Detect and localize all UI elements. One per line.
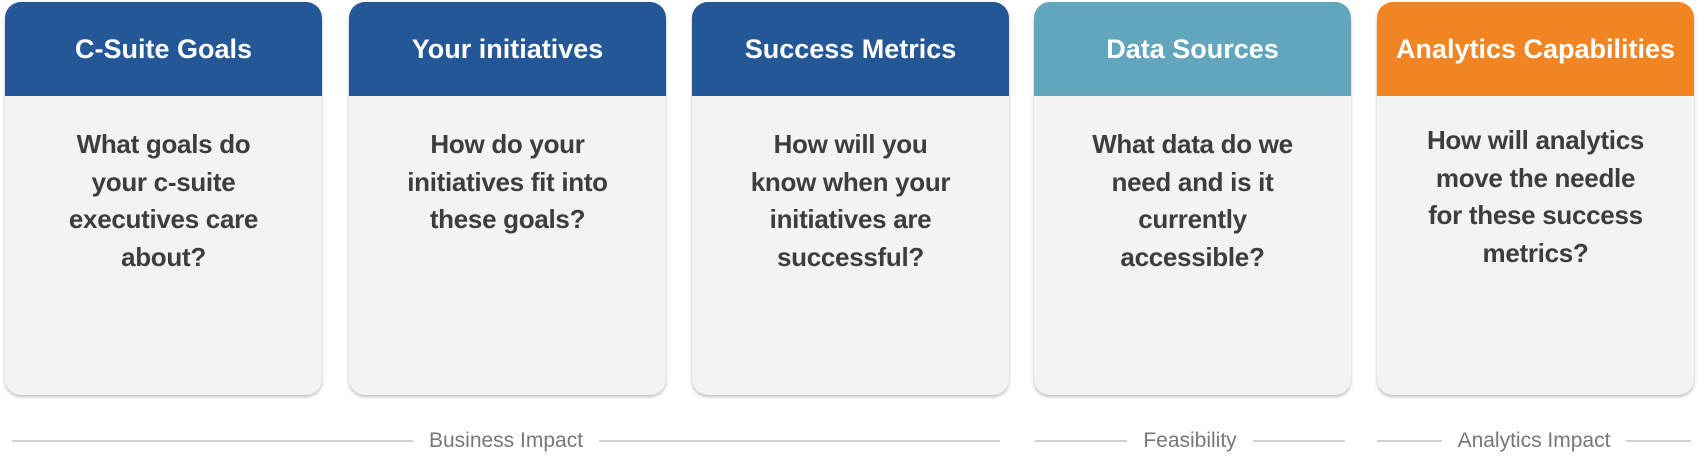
question-line: How will analytics — [1426, 125, 1645, 155]
card-question: What data do we need and is it currently… — [1034, 96, 1351, 276]
card-title: Data Sources — [1106, 34, 1279, 64]
card-analytics-capabilities: Analytics Capabilities How will analytic… — [1377, 2, 1694, 395]
divider-line — [1377, 440, 1442, 442]
question-line: successful? — [777, 241, 924, 272]
divider-line — [599, 440, 1001, 442]
card-title: Success Metrics — [744, 34, 957, 64]
question-line: How do your — [430, 129, 585, 159]
group-label: Business Impact — [428, 429, 584, 452]
question-line: for these success — [1428, 200, 1643, 230]
card-data-sources: Data Sources What data do we need and is… — [1034, 2, 1351, 395]
card-header: C-Suite Goals — [5, 2, 322, 96]
question-line: about? — [121, 241, 206, 272]
question-line: metrics? — [1482, 237, 1589, 268]
divider-line — [1626, 440, 1692, 442]
group-feasibility: Feasibility — [1035, 426, 1345, 456]
divider-line — [1035, 440, 1128, 442]
question-line: How will you — [773, 129, 928, 159]
group-analytics-impact: Analytics Impact — [1377, 426, 1692, 456]
card-c-suite-goals: C-Suite Goals What goals do your c-suite… — [5, 2, 322, 395]
question-line: know when your — [750, 166, 951, 197]
divider-line — [1252, 440, 1345, 442]
question-line: these goals? — [429, 204, 586, 234]
card-header: Success Metrics — [692, 2, 1009, 96]
card-question: How will you know when your initiatives … — [692, 96, 1009, 276]
group-business-impact: Business Impact — [12, 426, 1001, 456]
card-header: Data Sources — [1034, 2, 1351, 96]
card-question: What goals do your c-suite executives ca… — [5, 96, 322, 276]
question-line: need and is it — [1111, 166, 1274, 197]
question-line: executives care — [68, 204, 259, 234]
card-header: Analytics Capabilities — [1377, 2, 1694, 96]
question-line: currently — [1138, 204, 1247, 234]
question-line: accessible? — [1120, 241, 1265, 272]
group-label: Feasibility — [1143, 429, 1237, 452]
card-title: Analytics Capabilities — [1395, 34, 1676, 64]
card-question: How do your initiatives fit into these g… — [349, 96, 666, 239]
question-line: What data do we — [1092, 129, 1293, 159]
card-title: Your initiatives — [411, 34, 604, 64]
question-line: What goals do — [76, 129, 251, 159]
question-line: initiatives are — [769, 204, 932, 234]
question-line: move the needle — [1435, 162, 1636, 193]
divider-line — [12, 440, 413, 442]
card-question: How will analytics move the needle for t… — [1377, 96, 1694, 272]
card-success-metrics: Success Metrics How will you know when y… — [692, 2, 1009, 395]
card-your-initiatives: Your initiatives How do your initiatives… — [349, 2, 666, 395]
group-label: Analytics Impact — [1457, 429, 1611, 452]
card-header: Your initiatives — [349, 2, 666, 96]
question-line: initiatives fit into — [407, 166, 608, 197]
question-line: your c-suite — [91, 166, 236, 197]
card-title: C-Suite Goals — [74, 34, 253, 64]
